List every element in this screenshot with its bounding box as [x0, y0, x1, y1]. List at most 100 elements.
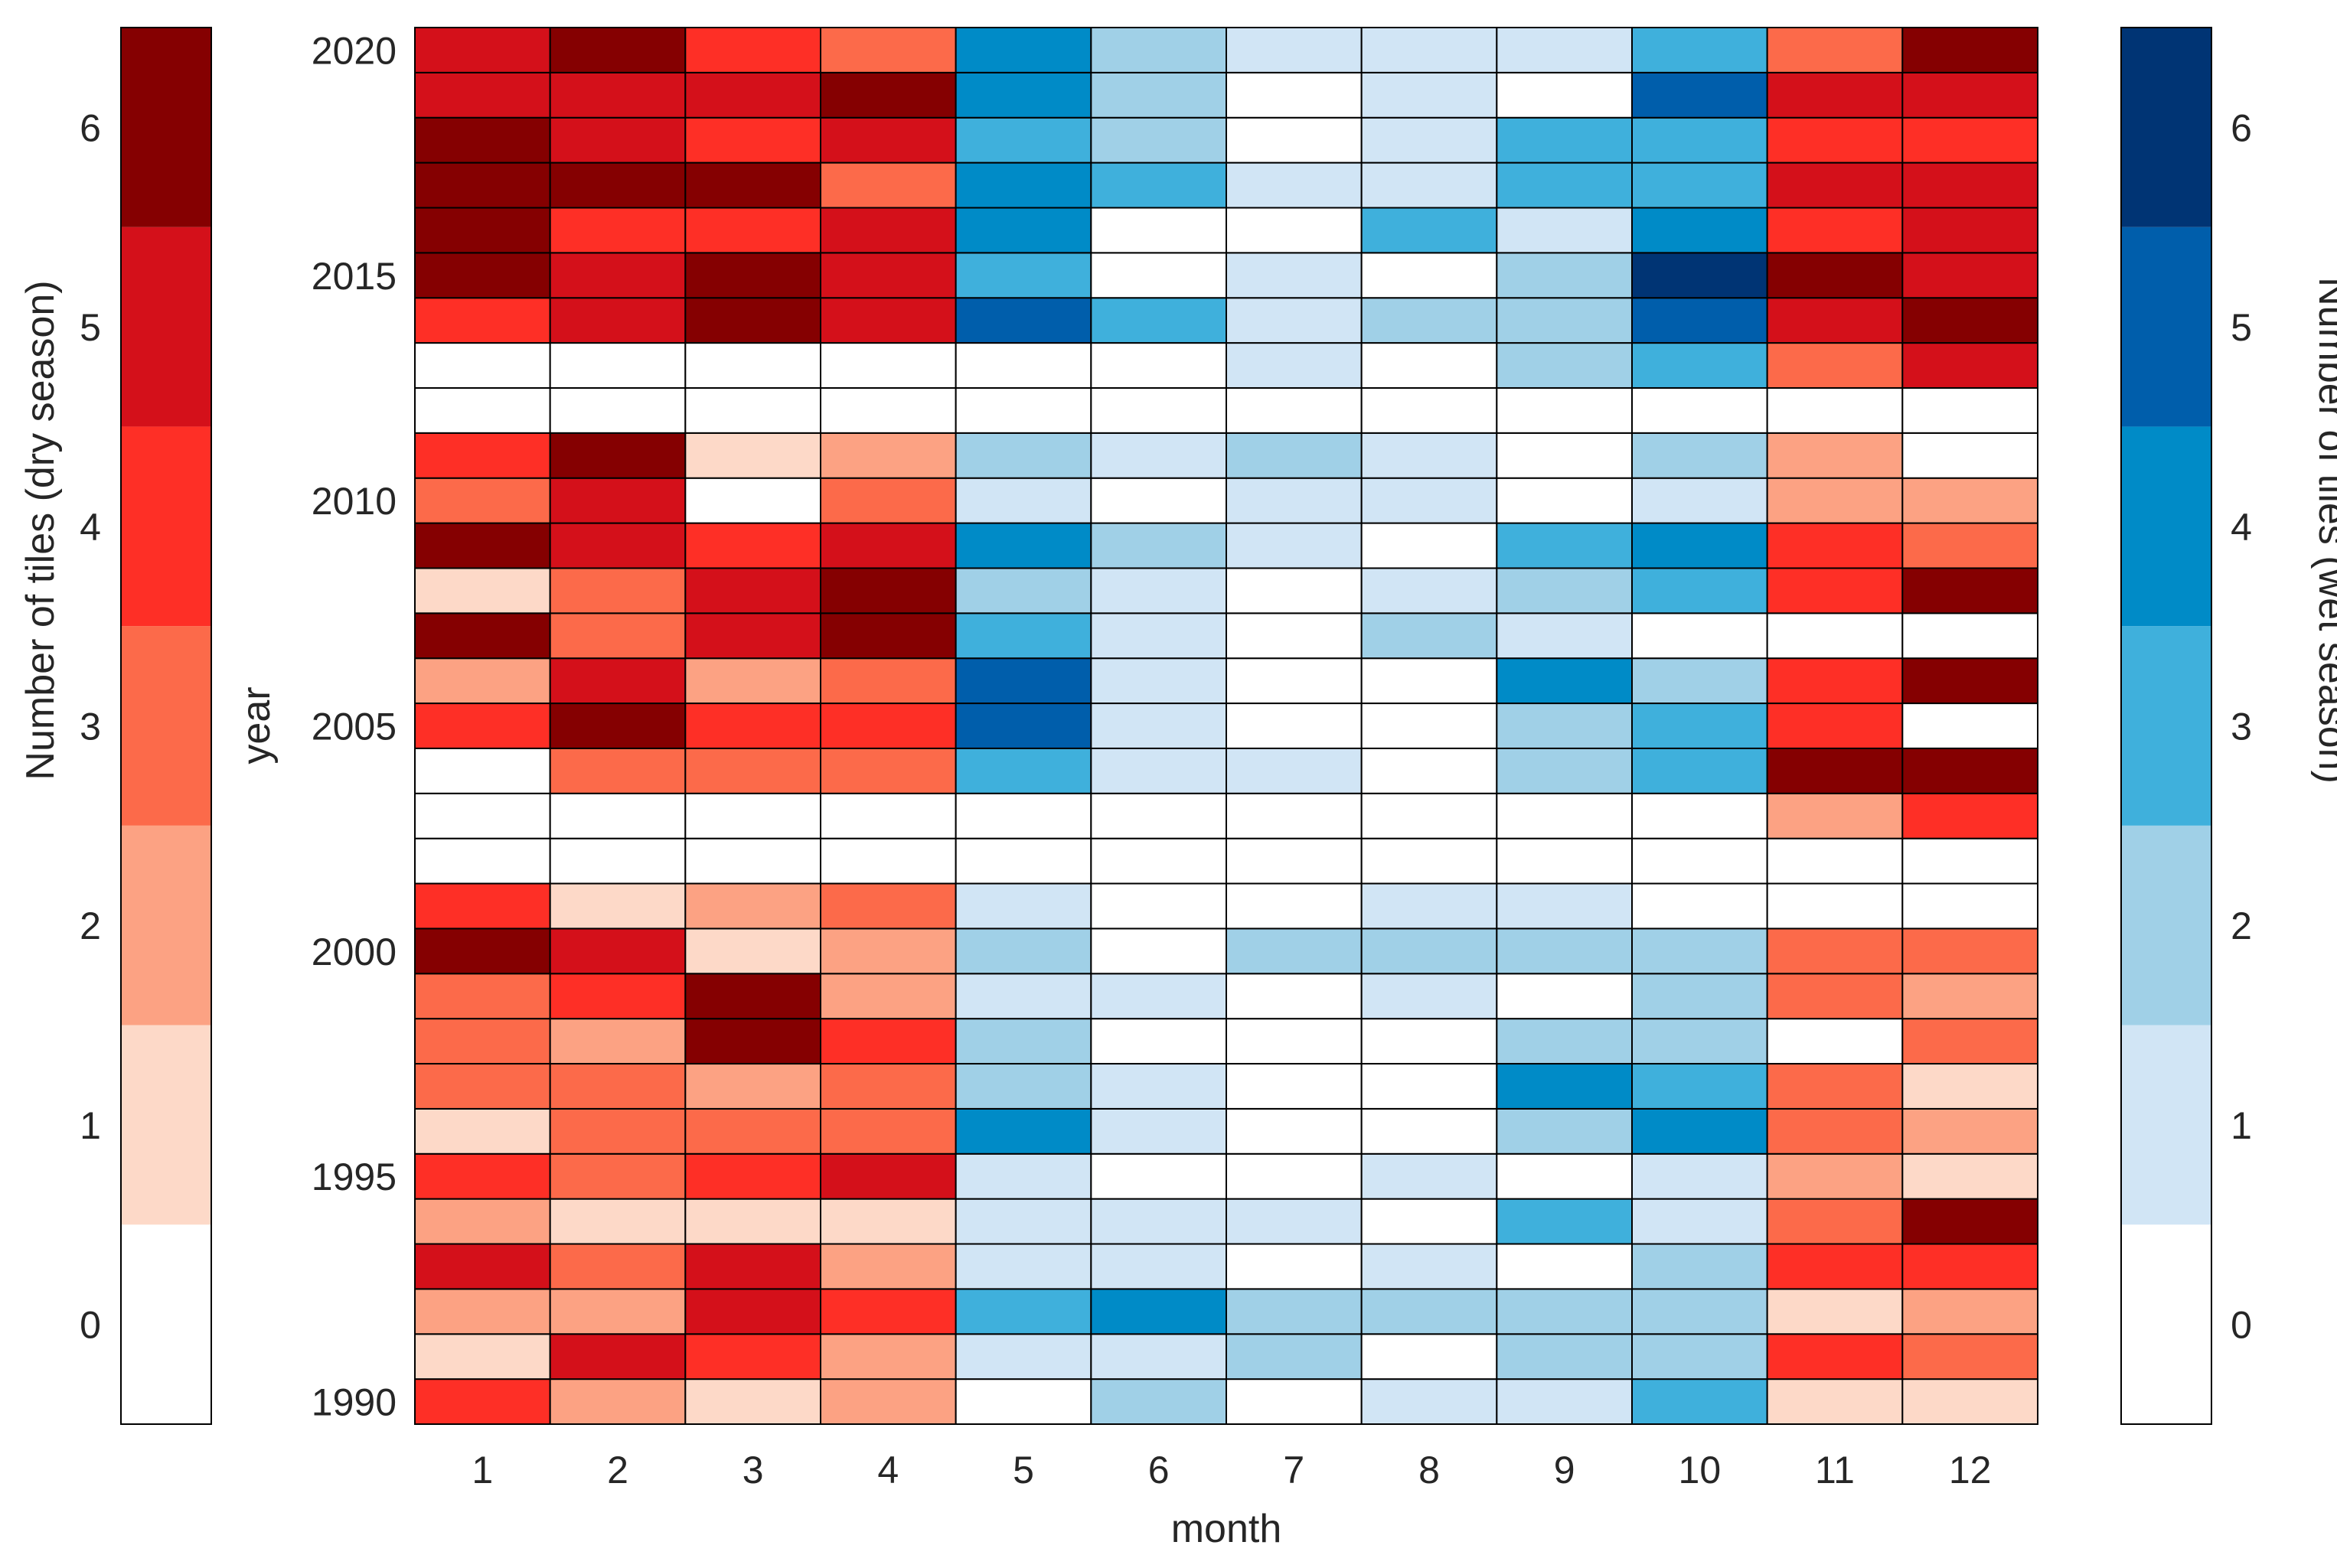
x-tick-3: 3 [743, 1449, 764, 1491]
colorbar-wet-tick-4: 4 [2231, 506, 2252, 549]
heatmap-cell-1991-7 [1226, 1333, 1363, 1381]
heatmap-cell-2015-11 [1766, 252, 1904, 299]
heatmap-cell-2009-10 [1631, 522, 1768, 569]
colorbar-wet-tick-1: 1 [2231, 1104, 2252, 1147]
heatmap-cell-2003-4 [820, 792, 957, 839]
heatmap-cell-2008-8 [1360, 567, 1498, 614]
heatmap-cell-1997-9 [1496, 1063, 1634, 1110]
x-tick-1: 1 [472, 1449, 493, 1491]
heatmap-cell-2006-12 [1901, 657, 2038, 705]
heatmap-cell-2011-2 [549, 432, 687, 479]
heatmap-cell-2006-4 [820, 657, 957, 705]
heatmap-cell-2011-1 [414, 432, 551, 479]
heatmap-cell-1991-5 [955, 1333, 1092, 1381]
heatmap-cell-1997-3 [684, 1063, 821, 1110]
heatmap-cell-1995-7 [1226, 1152, 1363, 1200]
y-tick-1995: 1995 [312, 1156, 397, 1198]
heatmap-cell-2001-4 [820, 882, 957, 930]
heatmap-cell-2020-4 [820, 27, 957, 73]
heatmap-cell-2008-3 [684, 567, 821, 614]
heatmap-cell-1991-12 [1901, 1333, 2038, 1381]
heatmap-cell-1999-1 [414, 973, 551, 1020]
heatmap-cell-2011-10 [1631, 432, 1768, 479]
heatmap-cell-2003-6 [1090, 792, 1228, 839]
heatmap-cell-2010-10 [1631, 477, 1768, 524]
heatmap-cell-2009-1 [414, 522, 551, 569]
heatmap-cell-2004-8 [1360, 747, 1498, 794]
heatmap-cell-2019-12 [1901, 71, 2038, 119]
colorbar-wet-segment-1 [2121, 1025, 2211, 1225]
heatmap-cell-2000-6 [1090, 927, 1228, 975]
heatmap-cell-2011-8 [1360, 432, 1498, 479]
heatmap-cell-2012-8 [1360, 386, 1498, 434]
heatmap-cell-2018-1 [414, 116, 551, 164]
heatmap-cell-2014-9 [1496, 297, 1634, 344]
heatmap-cell-1995-5 [955, 1152, 1092, 1200]
heatmap-cell-2000-11 [1766, 927, 1904, 975]
heatmap-cell-1996-1 [414, 1107, 551, 1155]
heatmap-cell-1996-12 [1901, 1107, 2038, 1155]
heatmap-cell-1990-5 [955, 1378, 1092, 1425]
heatmap-cell-1993-9 [1496, 1243, 1634, 1290]
heatmap-cell-2011-6 [1090, 432, 1228, 479]
heatmap-cell-2007-8 [1360, 612, 1498, 660]
heatmap-cell-1996-6 [1090, 1107, 1228, 1155]
colorbar-wet-tick-6: 6 [2231, 106, 2252, 149]
heatmap-cell-2013-9 [1496, 342, 1634, 389]
heatmap-cell-1990-10 [1631, 1378, 1768, 1425]
colorbar-dry-tick-5: 5 [80, 306, 101, 349]
colorbar-dry-segment-6 [121, 28, 211, 227]
heatmap-cell-2004-6 [1090, 747, 1228, 794]
heatmap-cell-2010-4 [820, 477, 957, 524]
heatmap-cell-2018-2 [549, 116, 687, 164]
heatmap-cell-2019-1 [414, 71, 551, 119]
heatmap-cell-2008-5 [955, 567, 1092, 614]
heatmap-cell-1994-11 [1766, 1198, 1904, 1245]
heatmap-cell-2008-7 [1226, 567, 1363, 614]
colorbar-dry-segment-1 [121, 1025, 211, 1225]
heatmap-cell-1991-9 [1496, 1333, 1634, 1381]
x-tick-4: 4 [877, 1449, 899, 1491]
colorbar-dry-tick-4: 4 [80, 506, 101, 549]
heatmap-cell-2014-12 [1901, 297, 2038, 344]
heatmap-cell-2007-11 [1766, 612, 1904, 660]
heatmap-cell-2014-10 [1631, 297, 1768, 344]
heatmap-cell-1998-12 [1901, 1018, 2038, 1065]
heatmap-cell-1995-11 [1766, 1152, 1904, 1200]
colorbar-wet-segment-0 [2121, 1224, 2211, 1424]
heatmap-cell-1991-1 [414, 1333, 551, 1381]
heatmap-cell-1998-1 [414, 1018, 551, 1065]
heatmap-cell-2002-6 [1090, 837, 1228, 885]
heatmap-cell-1994-7 [1226, 1198, 1363, 1245]
colorbar-dry-tick-0: 0 [80, 1304, 101, 1347]
heatmap-cell-1992-12 [1901, 1288, 2038, 1335]
heatmap-cell-1991-2 [549, 1333, 687, 1381]
heatmap-cell-1992-9 [1496, 1288, 1634, 1335]
heatmap-cell-2017-9 [1496, 161, 1634, 209]
heatmap-cell-2013-7 [1226, 342, 1363, 389]
heatmap-cell-1997-7 [1226, 1063, 1363, 1110]
heatmap-cell-1994-12 [1901, 1198, 2038, 1245]
heatmap-cells [414, 27, 2038, 1425]
colorbar-wet-label: Number of tiles (wet season) [2310, 277, 2337, 784]
heatmap-cell-2012-12 [1901, 386, 2038, 434]
y-tick-2015: 2015 [312, 255, 397, 298]
heatmap-cell-1990-2 [549, 1378, 687, 1425]
heatmap-cell-2011-4 [820, 432, 957, 479]
heatmap-cell-1991-10 [1631, 1333, 1768, 1381]
heatmap-cell-2009-11 [1766, 522, 1904, 569]
heatmap-cell-2013-12 [1901, 342, 2038, 389]
x-axis-label: month [1171, 1507, 1282, 1551]
heatmap-cell-2005-10 [1631, 703, 1768, 749]
heatmap-cell-1996-3 [684, 1107, 821, 1155]
heatmap-cell-2001-1 [414, 882, 551, 930]
heatmap-cell-2015-7 [1226, 252, 1363, 299]
heatmap-cell-2003-3 [684, 792, 821, 839]
colorbar-dry-season [120, 27, 212, 1425]
colorbar-wet-tick-5: 5 [2231, 306, 2252, 349]
heatmap-cell-1998-2 [549, 1018, 687, 1065]
heatmap-cell-1997-11 [1766, 1063, 1904, 1110]
heatmap-cell-1999-5 [955, 973, 1092, 1020]
heatmap-cell-2003-12 [1901, 792, 2038, 839]
heatmap-cell-2008-1 [414, 567, 551, 614]
